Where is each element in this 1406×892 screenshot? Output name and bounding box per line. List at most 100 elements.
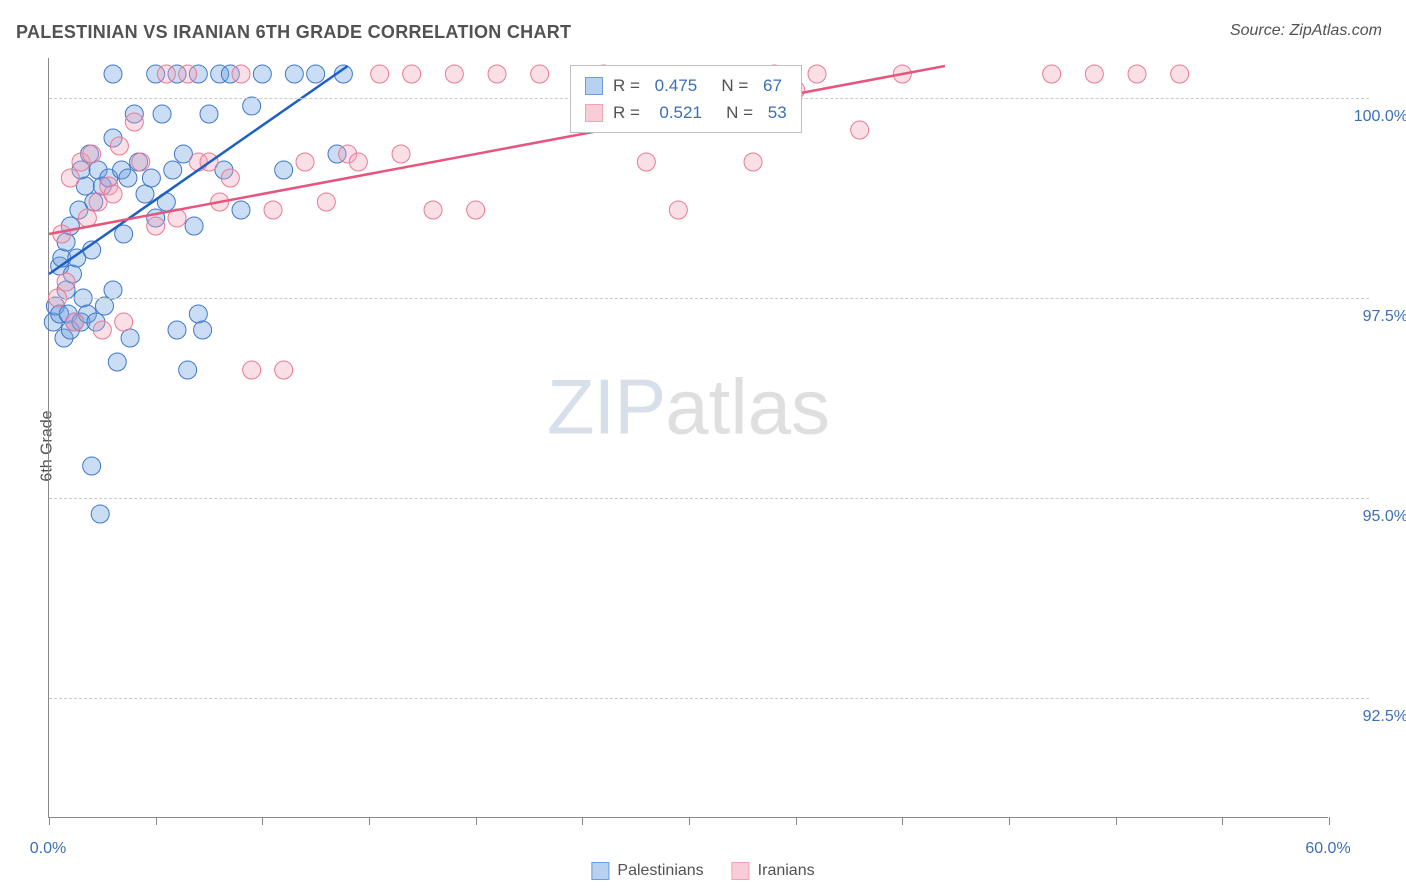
x-tick <box>689 817 690 825</box>
data-point <box>243 97 261 115</box>
data-point <box>147 217 165 235</box>
gridline <box>49 298 1369 299</box>
data-point <box>179 65 197 83</box>
data-point <box>91 505 109 523</box>
data-point <box>669 201 687 219</box>
x-tick-label: 60.0% <box>1305 840 1350 858</box>
gridline <box>49 498 1369 499</box>
chart-title: PALESTINIAN VS IRANIAN 6TH GRADE CORRELA… <box>16 22 571 43</box>
data-point <box>349 153 367 171</box>
data-point <box>104 65 122 83</box>
data-point <box>467 201 485 219</box>
data-point <box>119 169 137 187</box>
data-point <box>104 185 122 203</box>
data-point <box>264 201 282 219</box>
x-tick <box>369 817 370 825</box>
data-point <box>189 305 207 323</box>
data-point <box>142 169 160 187</box>
data-point <box>132 153 150 171</box>
data-point <box>445 65 463 83</box>
data-point <box>66 313 84 331</box>
stats-row: R = 0.475 N = 67 <box>585 72 787 99</box>
data-point <box>61 169 79 187</box>
x-tick <box>1116 817 1117 825</box>
x-tick <box>476 817 477 825</box>
data-point <box>1171 65 1189 83</box>
data-point <box>83 457 101 475</box>
n-value: 53 <box>768 99 787 126</box>
x-tick <box>1222 817 1223 825</box>
data-point <box>371 65 389 83</box>
data-point <box>744 153 762 171</box>
data-point <box>121 329 139 347</box>
legend-item: Palestinians <box>591 862 703 880</box>
legend-bottom: Palestinians Iranians <box>591 862 814 880</box>
data-point <box>808 65 826 83</box>
source-label: Source: ZipAtlas.com <box>1230 22 1382 40</box>
data-point <box>164 161 182 179</box>
legend-swatch-icon <box>591 862 609 880</box>
data-point <box>179 361 197 379</box>
data-point <box>232 201 250 219</box>
x-tick <box>796 817 797 825</box>
data-point <box>57 273 75 291</box>
data-point <box>285 65 303 83</box>
x-tick <box>1009 817 1010 825</box>
x-tick <box>582 817 583 825</box>
legend-swatch-icon <box>585 104 603 122</box>
stats-row: R = 0.521 N = 53 <box>585 99 787 126</box>
gridline <box>49 698 1369 699</box>
data-point <box>851 121 869 139</box>
n-label: N = <box>712 99 758 126</box>
data-point <box>424 201 442 219</box>
data-point <box>168 321 186 339</box>
x-tick <box>902 817 903 825</box>
legend-swatch-icon <box>732 862 750 880</box>
data-point <box>637 153 655 171</box>
data-point <box>108 353 126 371</box>
x-tick <box>156 817 157 825</box>
plot-svg <box>49 58 1328 817</box>
data-point <box>78 209 96 227</box>
stats-box: R = 0.475 N = 67R = 0.521 N = 53 <box>570 65 802 133</box>
r-label: R = <box>613 99 649 126</box>
x-tick <box>262 817 263 825</box>
r-value: 0.475 <box>655 72 698 99</box>
data-point <box>194 321 212 339</box>
data-point <box>243 361 261 379</box>
legend-swatch-icon <box>585 77 603 95</box>
n-value: 67 <box>763 72 782 99</box>
data-point <box>296 153 314 171</box>
plot-area: ZIPatlas 92.5%95.0%97.5%100.0% <box>48 58 1328 818</box>
data-point <box>1043 65 1061 83</box>
data-point <box>125 113 143 131</box>
data-point <box>1128 65 1146 83</box>
data-point <box>275 361 293 379</box>
data-point <box>95 297 113 315</box>
r-value: 0.521 <box>659 99 702 126</box>
data-point <box>93 321 111 339</box>
data-point <box>110 137 128 155</box>
data-point <box>403 65 421 83</box>
legend-item: Iranians <box>732 862 815 880</box>
legend-label: Palestinians <box>617 862 703 880</box>
data-point <box>115 313 133 331</box>
data-point <box>232 65 250 83</box>
chart-container: PALESTINIAN VS IRANIAN 6TH GRADE CORRELA… <box>0 0 1406 892</box>
x-tick <box>1329 817 1330 825</box>
y-tick-label: 95.0% <box>1338 508 1406 526</box>
data-point <box>185 217 203 235</box>
y-tick-label: 100.0% <box>1338 108 1406 126</box>
x-tick-label: 0.0% <box>30 840 66 858</box>
legend-label: Iranians <box>758 862 815 880</box>
data-point <box>392 145 410 163</box>
data-point <box>317 193 335 211</box>
y-tick-label: 92.5% <box>1338 708 1406 726</box>
data-point <box>200 105 218 123</box>
data-point <box>1085 65 1103 83</box>
data-point <box>253 65 271 83</box>
data-point <box>221 169 239 187</box>
data-point <box>531 65 549 83</box>
r-label: R = <box>613 72 645 99</box>
data-point <box>104 281 122 299</box>
